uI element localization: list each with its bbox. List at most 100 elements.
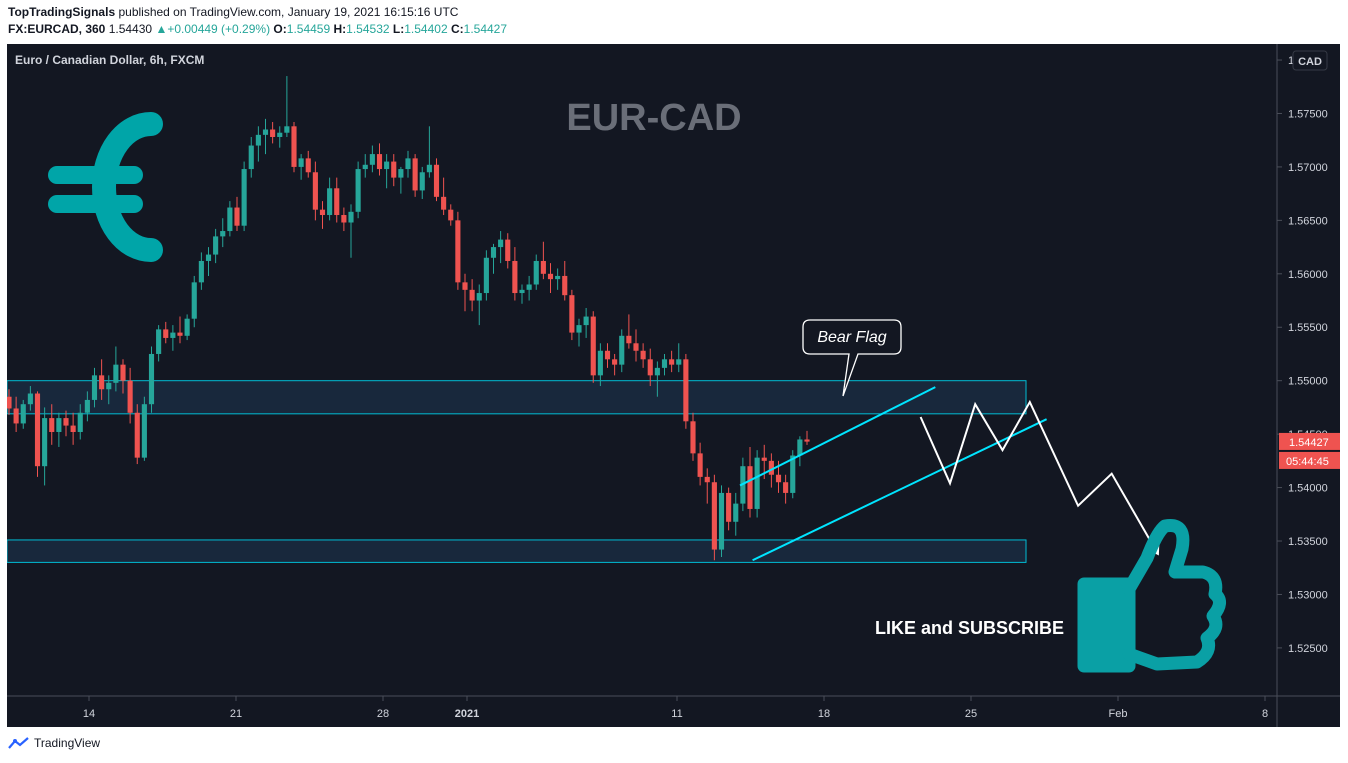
candle [7, 389, 12, 415]
candle-body [633, 343, 639, 351]
candle-body [790, 455, 796, 493]
candle [27, 386, 33, 411]
euro-icon [48, 112, 163, 262]
candle-body [604, 350, 611, 360]
candle [797, 436, 803, 467]
candle [305, 150, 311, 178]
candle [384, 154, 390, 189]
candle [505, 233, 511, 269]
candle-body [270, 129, 276, 137]
candle-body [783, 482, 789, 493]
candle-body [469, 289, 475, 301]
candle [448, 204, 454, 226]
candle-body [227, 207, 233, 232]
candle-body [733, 503, 739, 522]
candle-body [711, 482, 717, 550]
price-axis[interactable]: 1.580001.575001.570001.565001.560001.555… [1277, 55, 1340, 655]
candle [106, 375, 112, 405]
candle-body [590, 316, 596, 376]
candle-body [512, 260, 518, 294]
time-tick-label: 2021 [455, 708, 479, 720]
currency-badge-box[interactable] [1292, 50, 1328, 71]
candle-body [334, 188, 340, 216]
candle [733, 492, 739, 536]
candle-body [726, 492, 732, 522]
time-tick-label: 25 [965, 708, 977, 720]
candle [319, 201, 326, 229]
sr-zone-1 [7, 380, 1027, 415]
instrument-label: Euro / Canadian Dollar, 6h, FXCM [15, 53, 204, 67]
publish-line: TopTradingSignals published on TradingVi… [8, 5, 458, 19]
candle [647, 348, 653, 387]
candle-body [448, 209, 454, 221]
candle-body [526, 284, 532, 290]
price-chart[interactable]: 1.580001.575001.570001.565001.560001.555… [7, 44, 1340, 727]
candle [676, 343, 682, 373]
candle [355, 161, 361, 219]
time-tick-label: 11 [671, 708, 682, 720]
candle [498, 231, 504, 264]
candle-body [77, 412, 83, 432]
candle [455, 211, 461, 290]
candle [298, 154, 304, 180]
candle [376, 143, 383, 176]
candle [476, 284, 482, 326]
candle-body [797, 439, 803, 456]
time-tick-label: 14 [83, 708, 95, 720]
candle-body [768, 460, 774, 475]
candle-body [163, 329, 169, 338]
price-tick-label: 1.54000 [1288, 483, 1328, 495]
candle [405, 150, 411, 178]
candle [633, 329, 639, 362]
candle-body [63, 418, 69, 426]
zones-layer [7, 380, 1027, 563]
candle-body [234, 207, 240, 226]
candle-body [369, 154, 375, 165]
candle [597, 343, 603, 387]
candle-body [576, 325, 582, 333]
candle-body [619, 335, 625, 365]
candle [156, 325, 162, 362]
candle [619, 329, 625, 373]
bear-flag-label: Bear Flag [817, 329, 886, 346]
candle [63, 410, 69, 437]
tradingview-logo-icon[interactable] [8, 736, 30, 750]
candle [334, 177, 340, 223]
candle-body [547, 273, 554, 280]
candle-body [34, 393, 41, 467]
tradingview-brand[interactable]: TradingView [34, 736, 101, 750]
chart-title: EUR-CAD [566, 97, 741, 139]
candle-body [419, 172, 425, 191]
candle-body [555, 275, 561, 280]
candle-body [262, 129, 269, 135]
chart-panel[interactable]: 1.580001.575001.570001.565001.560001.555… [7, 44, 1340, 727]
channel-upper-line [739, 386, 936, 487]
time-axis[interactable]: 14 21 28 2021 11 18 25 Feb 8 [83, 696, 1268, 720]
candle [312, 161, 318, 221]
candle [754, 450, 760, 518]
candle [704, 468, 710, 504]
ohlc-line: FX:EURCAD, 360 1.54430 ▲+0.00449 (+0.29%… [8, 22, 507, 36]
time-tick-label: 28 [377, 708, 389, 720]
publisher-name[interactable]: TopTradingSignals [8, 5, 116, 19]
symbol-label: FX:EURCAD, 360 [8, 22, 106, 36]
candle [120, 359, 126, 394]
candle [227, 201, 233, 237]
candle-body [455, 220, 461, 283]
candle [661, 353, 668, 376]
candle-body [84, 399, 90, 413]
candle [412, 154, 418, 197]
candle-body [690, 421, 696, 454]
last-price: 1.54430 [108, 22, 153, 36]
price-tick-label: 1.55500 [1288, 322, 1328, 334]
candle [341, 207, 347, 232]
candle [348, 204, 354, 258]
candle [163, 321, 169, 344]
candle [547, 263, 554, 294]
like-subscribe-text: LIKE and SUBSCRIBE [875, 618, 1064, 638]
candle-body [697, 453, 703, 477]
candle-body [398, 169, 404, 178]
candle [718, 485, 725, 558]
candle [669, 350, 675, 373]
candle [20, 399, 26, 429]
